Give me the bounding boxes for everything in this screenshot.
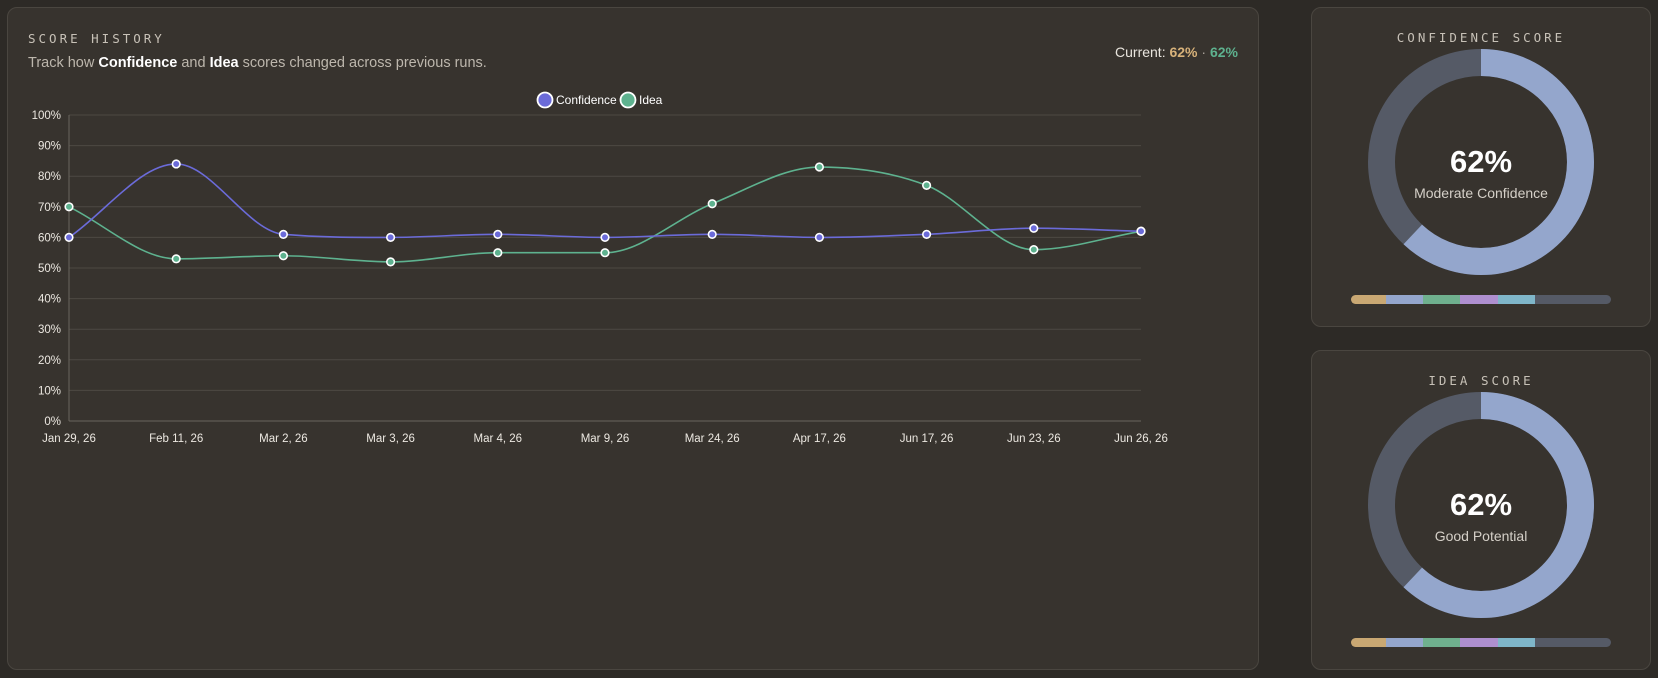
idea-data-point[interactable]	[921, 180, 932, 190]
y-tick-label: 0%	[44, 416, 61, 428]
idea-score-caption: Good Potential	[1434, 528, 1528, 544]
confidence-score-heading: CONFIDENCE SCORE	[1396, 30, 1566, 45]
y-tick-label: 10%	[38, 385, 61, 397]
y-tick-label: 60%	[38, 232, 61, 244]
y-tick-label: 90%	[38, 141, 61, 153]
score-history-chart: 0% 10% 20% 30% 40% 50% 60% 70% 80% 90% 100% Jan 29,…	[32, 91, 1168, 445]
x-tick-label: Jun 26, 26	[1114, 433, 1168, 445]
y-tick-label: 40%	[38, 294, 61, 306]
idea-score-donut	[1368, 392, 1594, 618]
y-tick-label: 20%	[38, 355, 61, 367]
confidence-legend-label[interactable]: Confidence	[556, 93, 617, 107]
y-tick-label: 100%	[32, 110, 61, 122]
x-tick-label: Jan 29, 26	[42, 433, 96, 445]
idea-data-point[interactable]	[1029, 245, 1039, 255]
subtitle-mid: and	[177, 55, 210, 71]
idea-score-card: IDEA SCORE 62% Good Potential	[1311, 350, 1651, 670]
x-tick-label: Jun 23, 26	[1007, 433, 1061, 445]
subtitle-idea: Idea	[209, 55, 239, 71]
segment	[1423, 295, 1461, 304]
idea-segment-bar	[1351, 638, 1611, 647]
idea-data-point[interactable]	[814, 162, 825, 172]
current-confidence-value: 62%	[1169, 44, 1198, 60]
y-tick-label: 70%	[38, 202, 61, 214]
score-history-heading: SCORE HISTORY	[28, 31, 165, 46]
donut-value-arc	[1368, 49, 1594, 275]
x-tick-label: Mar 9, 26	[581, 433, 630, 445]
segment	[1386, 295, 1424, 304]
confidence-segment-bar	[1351, 295, 1611, 304]
segment	[1351, 638, 1387, 647]
segment	[1497, 638, 1535, 647]
x-tick-label: Jun 17, 26	[900, 433, 954, 445]
confidence-data-point[interactable]	[386, 232, 396, 242]
confidence-data-point[interactable]	[493, 229, 503, 239]
segment	[1386, 638, 1424, 647]
confidence-score-value: 62%	[1449, 144, 1513, 179]
confidence-data-point[interactable]	[171, 159, 181, 169]
y-tick-label: 30%	[38, 324, 61, 336]
y-tick-label: 50%	[38, 263, 61, 275]
x-tick-label: Mar 24, 26	[685, 433, 740, 445]
segment	[1460, 638, 1498, 647]
subtitle-confidence: Confidence	[98, 55, 178, 71]
current-idea-value: 62%	[1209, 44, 1238, 60]
confidence-data-point[interactable]	[64, 232, 74, 242]
idea-data-point[interactable]	[493, 248, 503, 258]
confidence-data-point[interactable]	[921, 229, 932, 239]
confidence-score-card: CONFIDENCE SCORE 62% Moderate Confidence	[1311, 7, 1651, 327]
confidence-legend-marker[interactable]	[536, 91, 554, 109]
x-tick-label: Mar 4, 26	[474, 433, 523, 445]
idea-data-point[interactable]	[171, 254, 181, 264]
confidence-series-line	[68, 163, 1142, 239]
current-scores: Current: 62% · 62%	[1115, 44, 1238, 60]
confidence-score-donut	[1368, 49, 1594, 275]
idea-data-point[interactable]	[600, 248, 610, 258]
segment	[1423, 638, 1461, 647]
idea-legend-label[interactable]: Idea	[639, 93, 663, 107]
confidence-data-point[interactable]	[1029, 223, 1039, 233]
x-tick-label: Mar 3, 26	[366, 433, 415, 445]
idea-score-value: 62%	[1449, 487, 1513, 522]
idea-data-point[interactable]	[64, 202, 74, 212]
current-label: Current:	[1115, 44, 1170, 60]
confidence-data-point[interactable]	[278, 229, 289, 239]
segment	[1534, 295, 1611, 304]
idea-data-point[interactable]	[707, 199, 717, 209]
confidence-data-point[interactable]	[707, 229, 717, 239]
score-history-panel: SCORE HISTORY Track how Confidence and I…	[7, 7, 1259, 670]
idea-legend-marker[interactable]	[619, 91, 637, 109]
idea-data-point[interactable]	[386, 257, 396, 267]
subtitle-pre: Track how	[28, 55, 99, 71]
segment	[1497, 295, 1535, 304]
confidence-data-point[interactable]	[1136, 226, 1146, 236]
x-tick-label: Feb 11, 26	[149, 433, 203, 445]
donut-value-arc	[1368, 392, 1594, 618]
x-tick-label: Mar 2, 26	[259, 433, 308, 445]
confidence-data-point[interactable]	[600, 232, 610, 242]
confidence-score-caption: Moderate Confidence	[1414, 185, 1548, 201]
y-tick-label: 80%	[38, 171, 61, 183]
segment	[1460, 295, 1498, 304]
current-separator: ·	[1197, 44, 1210, 60]
subtitle-post: scores changed across previous runs.	[238, 55, 487, 71]
score-history-subtitle: Track how Confidence and Idea scores cha…	[28, 55, 487, 71]
idea-score-heading: IDEA SCORE	[1428, 373, 1534, 388]
idea-series-line	[68, 166, 1142, 263]
x-tick-label: Apr 17, 26	[793, 433, 846, 445]
segment	[1351, 295, 1387, 304]
idea-data-point[interactable]	[278, 251, 289, 261]
segment	[1534, 638, 1611, 647]
confidence-data-point[interactable]	[814, 232, 825, 242]
